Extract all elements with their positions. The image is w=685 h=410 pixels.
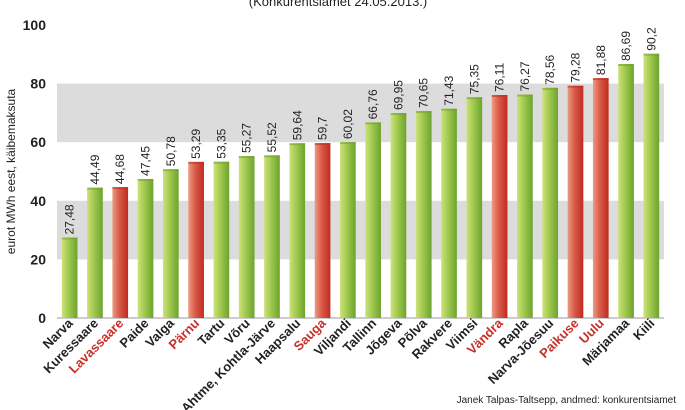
data-label: 60,02 [341,109,355,139]
bar-cap [87,187,103,190]
data-label: 55,27 [240,123,254,153]
bar [441,108,457,318]
data-label: 47,45 [139,146,153,176]
data-label: 69,95 [391,80,405,110]
bar [643,53,660,319]
bar-cap [289,143,306,146]
bar-cap [213,161,230,164]
bar-cap [264,155,280,158]
data-label: 76,27 [518,61,532,91]
bar-cap [643,53,660,56]
bar [340,142,356,318]
bar [415,110,432,318]
bar-cap [238,156,255,159]
bar-cap [517,94,533,97]
y-axis-ticks: 0 20 40 60 80 100 [23,17,47,326]
data-label: 53,29 [189,129,203,159]
data-label: 76,11 [493,63,507,92]
y-tick-label: 40 [30,193,46,209]
bar [264,155,280,318]
bar [618,63,634,319]
bar-cap [466,97,483,100]
x-tick-label: Paide [117,316,152,351]
bar-cap [390,113,407,116]
y-tick-label: 0 [38,310,46,326]
bar-cap [542,87,559,90]
bar [466,97,483,318]
bar [112,187,129,318]
bar-cap [61,237,78,240]
bar-cap [365,122,381,125]
bar [517,94,533,318]
bar [188,161,204,318]
bar-cap [112,187,129,190]
bar-cap [340,142,356,145]
bar-cap [491,94,508,97]
bar-cap [188,161,204,164]
bar [567,85,584,319]
bar-cap [592,78,609,81]
x-tick-label: Kiili [630,316,657,343]
bar [238,156,255,318]
bar [592,78,609,318]
bar-cap [162,169,179,172]
y-tick-label: 100 [23,17,47,33]
data-label: 86,69 [619,31,633,61]
value-labels: 27,48 44,49 44,68 47,45 50,78 53,29 53,35 55,27… [63,27,659,234]
data-label: 66,76 [366,89,380,119]
data-label: 79,28 [568,52,582,82]
data-label: 50,78 [164,136,178,166]
data-label: 55,52 [265,122,279,152]
data-label: 75,35 [467,64,481,94]
data-label: 90,2 [644,27,658,51]
data-label: 78,56 [543,54,557,84]
bar [61,237,78,318]
bar [365,122,381,319]
grid-band-1 [57,83,664,143]
bar-cap [415,110,432,113]
bar [314,143,331,318]
bar [289,143,306,318]
y-tick-label: 20 [30,251,46,267]
y-axis-label: eurot MWh eest, käibemaksuta [4,88,18,254]
data-label: 70,65 [417,78,431,108]
bar [87,187,103,318]
grid-band-0 [57,200,664,260]
bar-cap [567,85,584,88]
data-label: 44,49 [88,154,102,184]
bar [162,169,179,318]
y-tick-label: 60 [30,134,46,150]
chart-credit: Janek Talpas-Taltsepp, andmed: konkurent… [457,395,677,406]
x-tick-label: Tartu [195,315,228,348]
bar [491,94,508,318]
bars [61,53,660,319]
grid-bands [57,83,664,260]
bar [213,161,230,318]
bar-cap [618,63,634,66]
chart-subtitle: (Konkurentsiamet 24.05.2013.) [249,0,428,9]
data-label: 59,7 [316,116,330,140]
data-label: 59,64 [290,110,304,140]
data-label: 81,88 [594,45,608,75]
data-label: 44,68 [113,154,127,184]
y-tick-label: 80 [30,76,46,92]
data-label: 27,48 [63,204,77,234]
bar [542,87,559,318]
data-label: 71,43 [442,75,456,105]
bar-cap [137,178,154,181]
bar [137,178,154,318]
bar [390,113,407,318]
bar-cap [441,108,457,111]
bar-cap [314,143,331,146]
data-label: 53,35 [214,128,228,158]
